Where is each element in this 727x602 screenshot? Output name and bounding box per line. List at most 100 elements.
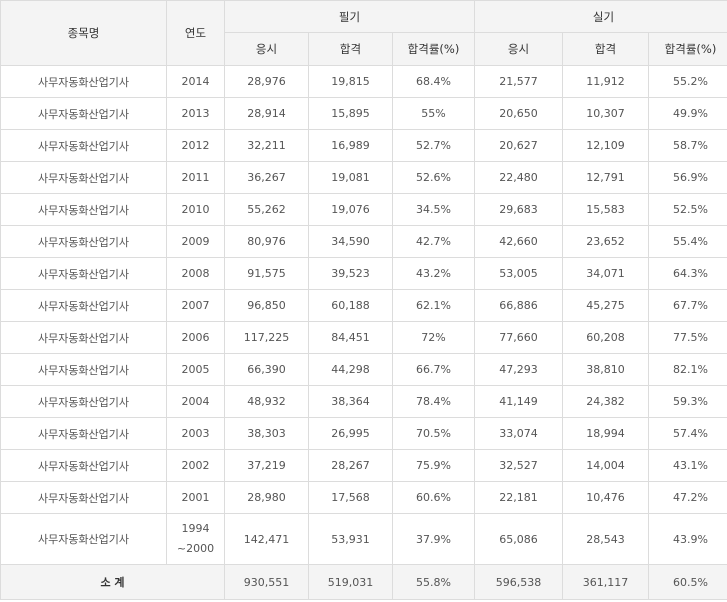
cell-written-passed: 19,815 xyxy=(308,65,393,98)
header-year: 연도 xyxy=(166,0,225,66)
cell-written-applicants: 80,976 xyxy=(224,225,309,258)
cell-practical-rate: 77.5% xyxy=(648,321,727,354)
cell-written-passed: 39,523 xyxy=(308,257,393,290)
header-practical-passed: 합격 xyxy=(562,32,649,66)
cell-year: 2010 xyxy=(166,193,225,226)
table-footer: 소 계 930,551 519,031 55.8% 596,538 361,11… xyxy=(0,564,727,600)
cell-name: 사무자동화산업기사 xyxy=(0,417,167,450)
table-row: 사무자동화산업기사 2002 37,219 28,267 75.9% 32,527 14,0… xyxy=(0,449,727,482)
total-practical-rate: 60.5% xyxy=(648,564,727,600)
cell-practical-rate: 59.3% xyxy=(648,385,727,418)
cell-practical-passed: 23,652 xyxy=(562,225,649,258)
cell-practical-applicants: 32,527 xyxy=(474,449,563,482)
cell-written-rate: 43.2% xyxy=(392,257,475,290)
cell-written-passed: 38,364 xyxy=(308,385,393,418)
cell-written-rate: 42.7% xyxy=(392,225,475,258)
cell-practical-passed: 12,109 xyxy=(562,129,649,162)
total-label: 소 계 xyxy=(0,564,225,600)
cell-name: 사무자동화산업기사 xyxy=(0,321,167,354)
header-practical-applicants: 응시 xyxy=(474,32,563,66)
cell-practical-rate: 49.9% xyxy=(648,97,727,130)
cell-practical-applicants: 21,577 xyxy=(474,65,563,98)
cell-practical-rate: 47.2% xyxy=(648,481,727,514)
cell-name: 사무자동화산업기사 xyxy=(0,225,167,258)
cell-written-rate: 52.7% xyxy=(392,129,475,162)
cell-written-rate: 68.4% xyxy=(392,65,475,98)
cell-written-rate: 66.7% xyxy=(392,353,475,386)
table-row: 사무자동화산업기사 2013 28,914 15,895 55% 20,650 10,307… xyxy=(0,97,727,130)
cell-practical-passed: 38,810 xyxy=(562,353,649,386)
cell-practical-passed: 15,583 xyxy=(562,193,649,226)
cell-written-applicants: 32,211 xyxy=(224,129,309,162)
cell-written-passed: 44,298 xyxy=(308,353,393,386)
cell-practical-applicants: 77,660 xyxy=(474,321,563,354)
cell-name: 사무자동화산업기사 xyxy=(0,289,167,322)
cell-written-rate: 70.5% xyxy=(392,417,475,450)
cell-practical-rate: 43.9% xyxy=(648,513,727,565)
cell-written-applicants: 117,225 xyxy=(224,321,309,354)
cell-practical-applicants: 29,683 xyxy=(474,193,563,226)
cell-year: 2008 xyxy=(166,257,225,290)
total-written-rate: 55.8% xyxy=(392,564,475,600)
cell-practical-passed: 18,994 xyxy=(562,417,649,450)
cell-year: 2006 xyxy=(166,321,225,354)
cell-practical-passed: 10,307 xyxy=(562,97,649,130)
cell-year: 2001 xyxy=(166,481,225,514)
cell-name: 사무자동화산업기사 xyxy=(0,129,167,162)
total-written-applicants: 930,551 xyxy=(224,564,309,600)
total-written-passed: 519,031 xyxy=(308,564,393,600)
cell-written-passed: 28,267 xyxy=(308,449,393,482)
cell-practical-rate: 43.1% xyxy=(648,449,727,482)
cell-practical-rate: 82.1% xyxy=(648,353,727,386)
cell-year: 1994 ~2000 xyxy=(166,513,225,565)
table-row: 사무자동화산업기사 2004 48,932 38,364 78.4% 41,149 24,3… xyxy=(0,385,727,418)
header-written-applicants: 응시 xyxy=(224,32,309,66)
cell-written-passed: 15,895 xyxy=(308,97,393,130)
table-row: 사무자동화산업기사 2005 66,390 44,298 66.7% 47,293 38,8… xyxy=(0,353,727,386)
cell-practical-applicants: 65,086 xyxy=(474,513,563,565)
cell-practical-passed: 60,208 xyxy=(562,321,649,354)
cell-practical-rate: 67.7% xyxy=(648,289,727,322)
table-row: 사무자동화산업기사 2014 28,976 19,815 68.4% 21,577 11,9… xyxy=(0,65,727,98)
cell-year: 2014 xyxy=(166,65,225,98)
cell-practical-rate: 64.3% xyxy=(648,257,727,290)
cell-practical-applicants: 66,886 xyxy=(474,289,563,322)
header-practical-group: 실기 xyxy=(474,0,727,33)
cell-name: 사무자동화산업기사 xyxy=(0,257,167,290)
table-row: 사무자동화산업기사 2001 28,980 17,568 60.6% 22,181 10,4… xyxy=(0,481,727,514)
cell-written-applicants: 55,262 xyxy=(224,193,309,226)
cell-practical-rate: 52.5% xyxy=(648,193,727,226)
cell-practical-passed: 14,004 xyxy=(562,449,649,482)
header-written-rate: 합격률(%) xyxy=(392,32,475,66)
cell-practical-applicants: 41,149 xyxy=(474,385,563,418)
cell-written-passed: 84,451 xyxy=(308,321,393,354)
cell-written-passed: 26,995 xyxy=(308,417,393,450)
cell-written-passed: 53,931 xyxy=(308,513,393,565)
cell-name: 사무자동화산업기사 xyxy=(0,193,167,226)
table-row: 사무자동화산업기사 2012 32,211 16,989 52.7% 20,627 12,1… xyxy=(0,129,727,162)
cell-practical-applicants: 22,480 xyxy=(474,161,563,194)
table-row: 사무자동화산업기사 1994 ~2000 142,471 53,931 37.9% 65,… xyxy=(0,513,727,565)
table-body: 사무자동화산업기사 2014 28,976 19,815 68.4% 21,577 11,9… xyxy=(0,65,727,565)
table-row: 사무자동화산업기사 2008 91,575 39,523 43.2% 53,005 34,0… xyxy=(0,257,727,290)
cell-written-applicants: 91,575 xyxy=(224,257,309,290)
cell-written-applicants: 28,976 xyxy=(224,65,309,98)
cell-written-applicants: 37,219 xyxy=(224,449,309,482)
cell-practical-rate: 55.2% xyxy=(648,65,727,98)
table-row: 사무자동화산업기사 2011 36,267 19,081 52.6% 22,480 12,7… xyxy=(0,161,727,194)
cell-written-applicants: 28,914 xyxy=(224,97,309,130)
cell-practical-rate: 56.9% xyxy=(648,161,727,194)
cell-written-passed: 34,590 xyxy=(308,225,393,258)
cell-practical-passed: 45,275 xyxy=(562,289,649,322)
cell-written-applicants: 36,267 xyxy=(224,161,309,194)
total-practical-applicants: 596,538 xyxy=(474,564,563,600)
cell-practical-passed: 12,791 xyxy=(562,161,649,194)
header-written-passed: 합격 xyxy=(308,32,393,66)
cell-practical-applicants: 42,660 xyxy=(474,225,563,258)
cell-practical-passed: 34,071 xyxy=(562,257,649,290)
cell-year: 2009 xyxy=(166,225,225,258)
header-practical-rate: 합격률(%) xyxy=(648,32,727,66)
cell-practical-passed: 24,382 xyxy=(562,385,649,418)
cell-written-passed: 19,076 xyxy=(308,193,393,226)
cell-written-passed: 17,568 xyxy=(308,481,393,514)
